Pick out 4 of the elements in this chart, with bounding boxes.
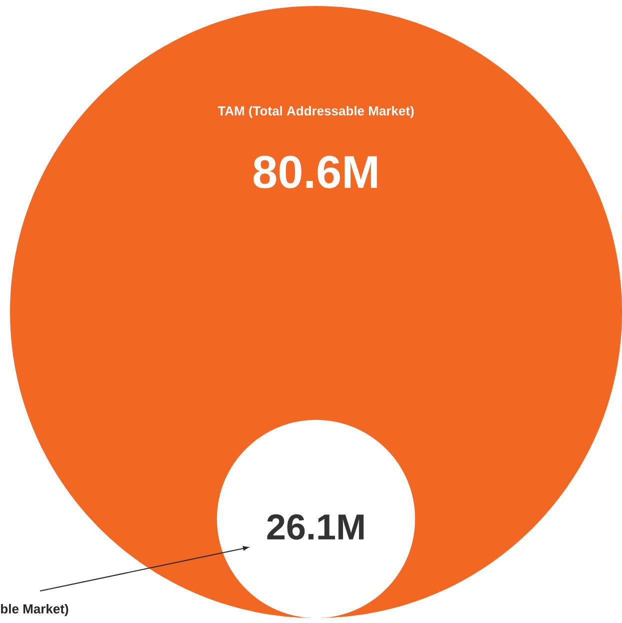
category-label: ble Market) <box>1 604 68 616</box>
data-label: 80.6M <box>254 156 377 188</box>
category-label: TAM (Total Addressable Market) <box>218 106 414 118</box>
data-label: 26.1M <box>267 514 364 540</box>
